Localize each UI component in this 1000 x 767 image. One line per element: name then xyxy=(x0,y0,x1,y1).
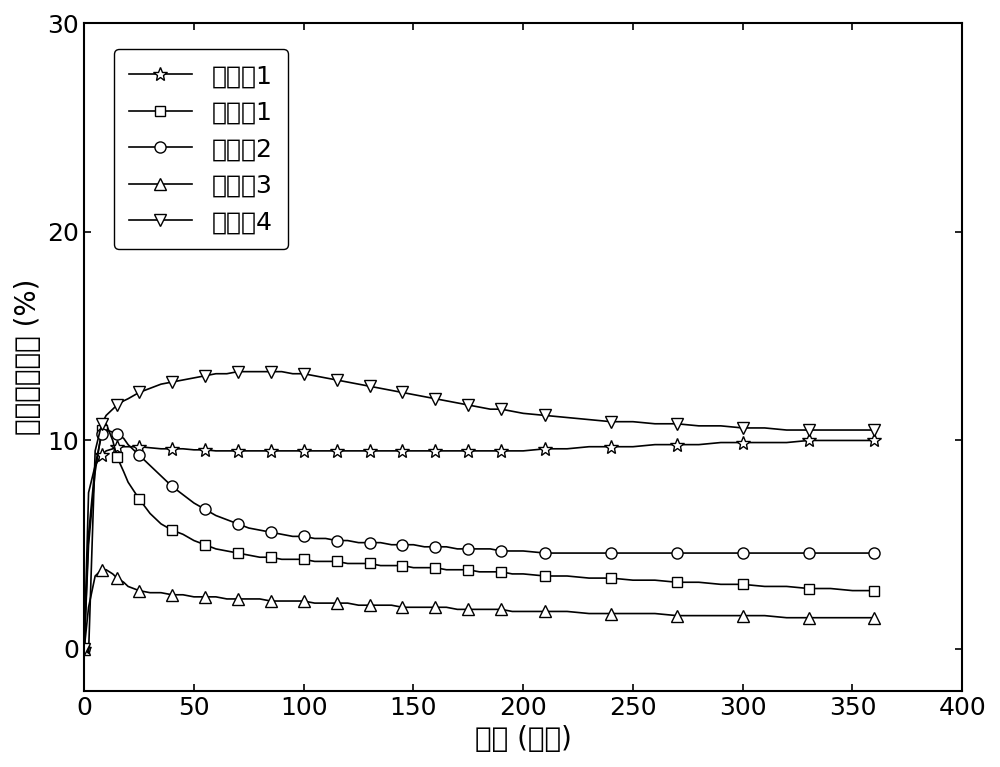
对比例4 xyxy=(287,369,299,378)
对比例1 xyxy=(276,555,288,564)
对比例1 xyxy=(100,420,112,429)
Line: 对比例1: 对比例1 xyxy=(79,419,879,653)
实施例1 xyxy=(265,446,277,456)
对比例4 xyxy=(868,426,880,435)
对比例4 xyxy=(199,371,211,380)
对比例4 xyxy=(83,649,95,658)
对比例1 xyxy=(199,540,211,549)
实施例1 xyxy=(386,446,398,456)
对比例2 xyxy=(396,540,408,549)
实施例1 xyxy=(78,644,90,653)
对比例1 xyxy=(177,530,189,539)
Line: 实施例1: 实施例1 xyxy=(77,433,881,656)
对比例4 xyxy=(407,390,419,399)
对比例4 xyxy=(177,375,189,384)
实施例1 xyxy=(803,436,815,445)
实施例1 xyxy=(429,446,441,456)
Y-axis label: 一氧化碳产率 (%): 一氧化碳产率 (%) xyxy=(14,279,42,435)
对比例2 xyxy=(868,548,880,558)
实施例1 xyxy=(693,440,705,449)
对比例2 xyxy=(440,542,452,551)
对比例2 xyxy=(100,426,112,435)
对比例4 xyxy=(737,423,749,433)
对比例4 xyxy=(232,367,244,377)
Line: 对比例2: 对比例2 xyxy=(79,424,880,654)
对比例3 xyxy=(177,590,189,599)
对比例3 xyxy=(715,611,727,621)
对比例2 xyxy=(715,548,727,558)
实施例1 xyxy=(166,444,178,453)
对比例4 xyxy=(78,644,90,653)
对比例3 xyxy=(78,644,90,653)
对比例3 xyxy=(868,613,880,622)
X-axis label: 时间 (分钟): 时间 (分钟) xyxy=(475,725,572,753)
对比例3 xyxy=(396,603,408,612)
对比例1 xyxy=(78,644,90,653)
实施例1 xyxy=(188,445,200,454)
实施例1 xyxy=(868,436,880,445)
对比例2 xyxy=(177,490,189,499)
对比例3 xyxy=(276,597,288,606)
对比例3 xyxy=(199,592,211,601)
对比例4 xyxy=(451,398,463,407)
对比例3 xyxy=(96,565,108,574)
对比例1 xyxy=(868,586,880,595)
对比例1 xyxy=(440,565,452,574)
对比例1 xyxy=(396,561,408,570)
对比例1 xyxy=(715,580,727,589)
对比例3 xyxy=(440,603,452,612)
Line: 对比例3: 对比例3 xyxy=(79,565,880,654)
Line: 对比例4: 对比例4 xyxy=(79,366,880,659)
Legend: 实施例1, 对比例1, 对比例2, 对比例3, 对比例4: 实施例1, 对比例1, 对比例2, 对比例3, 对比例4 xyxy=(114,49,288,249)
对比例2 xyxy=(276,530,288,539)
对比例2 xyxy=(78,644,90,653)
对比例2 xyxy=(199,505,211,514)
